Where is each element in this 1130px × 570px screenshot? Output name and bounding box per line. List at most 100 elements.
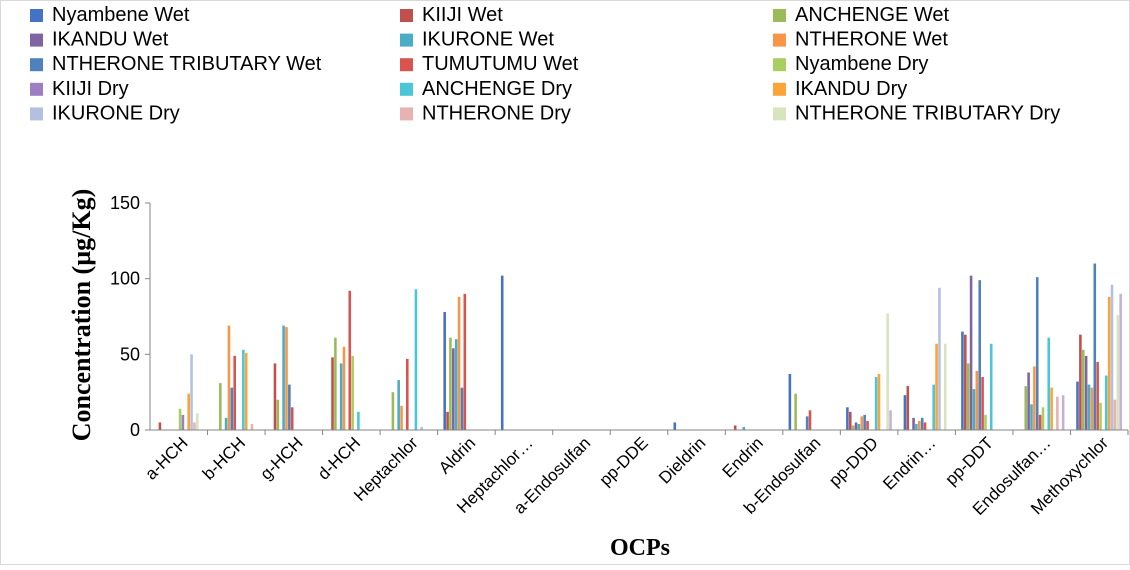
- bar-endrin-ikurone-wet: [742, 426, 746, 430]
- bar-endrin-tumutumu-wet: [923, 422, 927, 430]
- legend-label-tumutumu-wet: TUMUTUMU Wet: [422, 53, 579, 75]
- bar-pp-ddd-kiiji-wet: [848, 411, 852, 430]
- bar-b-hch-anchenge-wet: [219, 383, 222, 430]
- bar-a-hch-nyambene-dry: [178, 408, 182, 430]
- bar-a-hch-kiiji-wet: [158, 422, 162, 430]
- bars: [158, 263, 1122, 430]
- legend-label-anchenge-wet: ANCHENGE Wet: [795, 4, 950, 26]
- bar-methoxychlor-nyambene-dry: [1099, 402, 1102, 430]
- legend-swatch-ntherone-wet: [773, 33, 786, 47]
- bar-heptachlor-nyambene-wet: [500, 275, 504, 430]
- legend-swatch-ntherone-tributary-wet: [30, 58, 43, 72]
- bar-pp-ddt-nyambene-dry: [984, 414, 987, 430]
- bar-endosulfan-ntherone-wet: [1033, 366, 1036, 430]
- legend-label-kiiji-wet: KIIJI Wet: [422, 4, 503, 26]
- y-tick-label-150: 150: [110, 193, 140, 213]
- legend-label-ntherone-dry: NTHERONE Dry: [422, 102, 571, 124]
- bar-b-endosulfan-tumutumu-wet: [808, 410, 812, 430]
- bar-endrin-ntherone-wet: [918, 420, 921, 430]
- bar-pp-ddd-series-15: [889, 410, 892, 430]
- legend-swatch-ikurone-dry: [30, 107, 43, 121]
- bar-endosulfan-ikurone-wet: [1030, 404, 1033, 430]
- bar-b-endosulfan-ntherone-tributary-wet: [805, 416, 809, 430]
- bar-d-hch-ntherone-wet: [342, 346, 346, 430]
- bar-b-hch-ikandu-dry: [244, 352, 248, 430]
- legend-label-ikurone-dry: IKURONE Dry: [52, 102, 180, 124]
- bar-b-hch-ikurone-wet: [224, 417, 228, 430]
- bar-endosulfan-ikandu-wet: [1027, 372, 1030, 430]
- bar-aldrin-ikandu-wet: [452, 348, 455, 430]
- bar-heptachlor-ikurone-wet: [397, 380, 400, 430]
- bar-pp-ddt-nyambene-wet: [961, 331, 964, 430]
- bar-g-hch-kiiji-wet: [273, 363, 277, 430]
- y-tick-label-0: 0: [130, 420, 140, 440]
- bar-pp-ddd-tumutumu-wet: [866, 420, 869, 430]
- bar-b-endosulfan-anchenge-wet: [794, 393, 797, 430]
- bar-pp-ddt-ntherone-wet: [975, 370, 979, 430]
- x-axis-title: OCPs: [610, 535, 670, 561]
- bar-g-hch-anchenge-wet: [276, 399, 280, 430]
- bar-endrin-kiiji-wet: [906, 386, 910, 430]
- bar-endosulfan-nyambene-dry: [1041, 407, 1045, 430]
- bar-aldrin-ikurone-wet: [454, 339, 458, 430]
- bar-aldrin-anchenge-wet: [449, 337, 452, 430]
- bar-d-hch-kiiji-wet: [331, 357, 334, 430]
- bar-endrin-kiiji-wet: [733, 425, 737, 430]
- bar-endosulfan-series-15: [1061, 395, 1065, 430]
- bar-endrin-nyambene-wet: [903, 395, 907, 430]
- legend-swatch-ikandu-dry: [773, 82, 786, 96]
- bar-b-hch-ntherone-dry: [250, 423, 254, 430]
- bar-aldrin-tumutumu-wet: [463, 293, 467, 430]
- bar-b-hch-ntherone-wet: [227, 325, 231, 430]
- bar-methoxychlor-ikandu-wet: [1084, 355, 1088, 430]
- bar-pp-ddd-anchenge-dry: [874, 377, 878, 430]
- bar-endosulfan-ntherone-dry: [1056, 396, 1059, 430]
- bar-methoxychlor-ntherone-wet: [1090, 387, 1094, 430]
- legend: Nyambene Wet KIIJI Wet ANCHENGE Wet IKANDU …: [30, 4, 1060, 124]
- legend-swatch-ntherone-tributary-dry: [773, 107, 786, 121]
- bar-a-hch-ntherone-dry: [193, 422, 196, 430]
- bar-methoxychlor-anchenge-wet: [1081, 349, 1085, 430]
- bar-b-hch-tumutumu-wet: [233, 355, 236, 430]
- legend-label-ntherone-wet: NTHERONE Wet: [795, 29, 948, 51]
- legend-swatch-anchenge-dry: [400, 82, 413, 96]
- bar-g-hch-ikurone-wet: [282, 325, 285, 430]
- bar-pp-ddt-ikurone-wet: [972, 389, 976, 430]
- bar-pp-ddt-ntherone-tributary-wet: [978, 280, 981, 430]
- bar-pp-ddt-anchenge-wet: [966, 363, 970, 430]
- legend-label-ikandu-wet: IKANDU Wet: [52, 29, 169, 51]
- bar-aldrin-ntherone-tributary-wet: [460, 387, 464, 430]
- legend-swatch-tumutumu-wet: [400, 58, 413, 72]
- bar-endrin-ikandu-wet: [912, 417, 915, 430]
- bar-pp-ddt-kiiji-wet: [964, 334, 967, 430]
- bar-g-hch-tumutumu-wet: [290, 407, 294, 430]
- bar-methoxychlor-ikandu-dry: [1107, 296, 1111, 430]
- bar-pp-ddd-anchenge-wet: [851, 425, 855, 430]
- bar-d-hch-ikurone-wet: [339, 363, 343, 430]
- legend-swatch-ikurone-wet: [400, 33, 413, 47]
- bar-g-hch-ntherone-wet: [285, 327, 288, 430]
- bar-methoxychlor-nyambene-wet: [1076, 381, 1079, 430]
- bar-b-hch-ntherone-tributary-wet: [230, 387, 234, 430]
- legend-label-ntherone-tributary-dry: NTHERONE TRIBUTARY Dry: [795, 102, 1060, 124]
- legend-swatch-anchenge-wet: [773, 9, 786, 22]
- bar-heptachlor-anchenge-dry: [414, 289, 418, 430]
- bar-endosulfan-ikandu-dry: [1050, 387, 1053, 430]
- bar-methoxychlor-ntherone-tributary-wet: [1093, 263, 1097, 430]
- legend-label-kiiji-dry: KIIJI Dry: [52, 78, 129, 100]
- bar-a-hch-ikurone-dry: [190, 354, 193, 430]
- bar-endosulfan-tumutumu-wet: [1038, 414, 1042, 430]
- bar-pp-ddd-ntherone-tributary-dry: [886, 313, 889, 430]
- bar-pp-ddd-ntherone-wet: [860, 416, 864, 430]
- bar-methoxychlor-ntherone-tributary-dry: [1116, 314, 1120, 430]
- bar-endrin-ntherone-tributary-wet: [920, 417, 924, 430]
- bar-aldrin-nyambene-wet: [443, 311, 446, 430]
- bar-pp-ddd-ikurone-wet: [857, 423, 861, 430]
- legend-swatch-nyambene-dry: [773, 58, 786, 72]
- bar-methoxychlor-anchenge-dry: [1104, 375, 1108, 430]
- bar-endrin-anchenge-dry: [932, 384, 935, 430]
- bar-a-hch-kiiji-dry: [181, 414, 185, 430]
- bar-methoxychlor-ikurone-dry: [1110, 284, 1114, 430]
